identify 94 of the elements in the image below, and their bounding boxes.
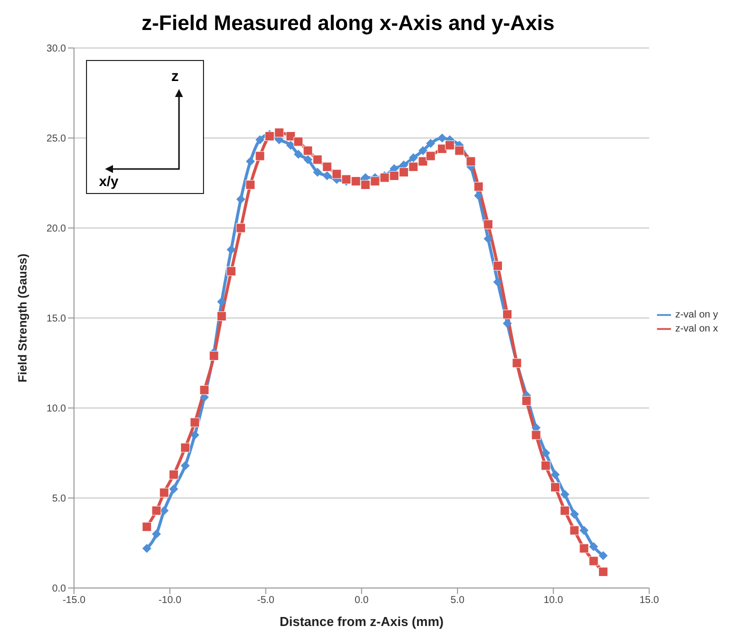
- point: [226, 266, 236, 276]
- point: [152, 530, 161, 538]
- point: [370, 176, 380, 186]
- x-tick-label: -10.0: [158, 595, 182, 606]
- point: [217, 297, 226, 306]
- point: [226, 245, 236, 254]
- point: [418, 146, 428, 156]
- point: [169, 484, 178, 494]
- x-tick-label: 0.0: [354, 595, 369, 606]
- point: [142, 522, 152, 532]
- legend-label: z-val on y: [675, 310, 718, 321]
- point: [152, 506, 162, 516]
- point: [540, 460, 550, 470]
- point: [303, 155, 312, 164]
- point: [426, 138, 436, 148]
- point: [598, 551, 608, 560]
- point: [418, 156, 428, 166]
- axes-diagram: z x/y: [86, 60, 204, 194]
- point: [474, 191, 484, 200]
- point: [332, 169, 342, 179]
- point: [570, 526, 580, 536]
- point: [445, 140, 455, 150]
- point: [550, 482, 560, 492]
- legend-label: z-val on x: [675, 324, 718, 335]
- point: [255, 151, 265, 161]
- point: [502, 318, 512, 328]
- point: [322, 162, 332, 172]
- point: [580, 526, 589, 535]
- point: [399, 167, 409, 177]
- y-tick-label: 10.0: [46, 404, 66, 415]
- x-tick-label: 15.0: [639, 595, 660, 606]
- point: [454, 146, 464, 156]
- point: [360, 180, 370, 190]
- point: [589, 542, 598, 552]
- point: [408, 153, 418, 162]
- point: [294, 136, 304, 146]
- point: [303, 146, 313, 156]
- point: [190, 430, 200, 440]
- x-tick-label: 5.0: [450, 595, 465, 606]
- point: [236, 223, 246, 233]
- point: [294, 150, 303, 159]
- point: [484, 234, 493, 244]
- point: [588, 556, 598, 566]
- point: [180, 461, 190, 470]
- point: [246, 180, 256, 190]
- point: [550, 470, 560, 480]
- point: [579, 544, 589, 554]
- point: [570, 510, 579, 519]
- point: [286, 140, 296, 150]
- y-tick-label: 25.0: [46, 134, 66, 145]
- y-tick-label: 20.0: [46, 224, 66, 235]
- y-tick-label: 15.0: [46, 314, 66, 325]
- x-tick-label: -15.0: [62, 595, 86, 606]
- point: [598, 567, 608, 577]
- point: [389, 171, 399, 181]
- point: [541, 448, 550, 458]
- point: [322, 171, 332, 180]
- point: [190, 418, 200, 428]
- x-tick-label: -5.0: [257, 595, 275, 606]
- point: [474, 182, 484, 192]
- point: [466, 156, 476, 166]
- y-tick-label: 0.0: [52, 584, 66, 595]
- point: [426, 151, 436, 161]
- x-tick-label: 10.0: [544, 595, 564, 606]
- point: [236, 194, 246, 204]
- point: [286, 131, 296, 141]
- annotation: z: [171, 68, 179, 85]
- point: [246, 156, 255, 166]
- point: [312, 154, 322, 164]
- y-axis-title: Field Strength (Gauss): [15, 254, 30, 382]
- point: [159, 488, 169, 498]
- point: [531, 430, 541, 440]
- point: [313, 168, 322, 177]
- point: [180, 442, 190, 452]
- point: [502, 310, 512, 320]
- chart-title: z-Field Measured along x-Axis and y-Axis: [140, 12, 556, 36]
- annotation: x/y: [99, 173, 119, 189]
- point: [560, 490, 570, 499]
- y-tick-label: 30.0: [46, 44, 66, 55]
- point: [560, 506, 570, 516]
- point: [274, 128, 284, 138]
- point: [492, 261, 502, 271]
- point: [522, 396, 532, 406]
- point: [255, 135, 264, 144]
- point: [168, 470, 178, 480]
- point: [200, 385, 210, 395]
- point: [216, 311, 226, 321]
- point: [483, 220, 493, 230]
- point: [408, 162, 418, 172]
- x-axis-title: Distance from z-Axis (mm): [280, 614, 444, 629]
- point: [142, 544, 152, 553]
- y-tick-label: 5.0: [52, 494, 66, 505]
- point: [493, 278, 502, 286]
- point: [209, 351, 219, 361]
